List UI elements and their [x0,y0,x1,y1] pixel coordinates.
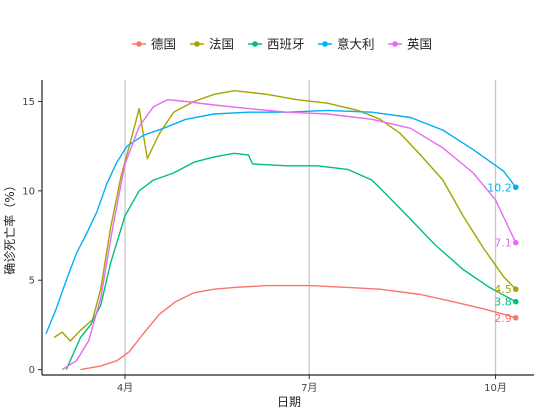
gridlines [124,80,497,375]
legend-label: 西班牙 [267,37,305,52]
y-tick-label: 5 [29,276,35,287]
series-line [65,152,517,370]
series-end-point [512,314,519,321]
series-end-label: 10.2 [487,181,512,194]
legend-item: 德国 [132,37,176,52]
legend-key-point [136,41,142,47]
y-axis-title: 确诊死亡率（%） [2,179,17,274]
legend-label: 法国 [209,37,234,52]
series-line [45,109,517,335]
legend: 德国 法国 西班牙 意大利 英国 [132,37,432,52]
series-end-label: 4.5 [494,283,512,296]
series-lines [45,90,517,371]
legend-key-point [252,41,258,47]
series-end-point [512,286,519,292]
y-tick-label: 10 [22,186,35,197]
series-end-label: 2.9 [494,312,512,325]
series-line [53,90,517,342]
end-labels: 2.9 4.53.8 10.2 7.1 [487,181,512,325]
y-tick-label: 15 [22,97,35,108]
series-end-label: 7.1 [494,237,512,250]
end-points [512,184,519,321]
x-tick-label: 7月 [301,382,317,394]
legend-item: 西班牙 [248,37,305,52]
x-axis-title: 日期 [277,395,301,409]
legend-label: 英国 [407,37,432,52]
legend-label: 德国 [151,37,176,52]
legend-item: 英国 [388,37,432,52]
series-end-point [512,239,519,246]
series-line [61,99,517,371]
y-tick-label: 0 [29,365,35,376]
x-tick-label: 4月 [117,382,133,394]
series-end-point [512,298,519,305]
legend-key-point [392,41,398,47]
series-end-label: 3.8 [494,296,512,309]
legend-key-point [322,41,328,47]
legend-item: 意大利 [318,37,375,52]
legend-item: 法国 [190,37,234,52]
x-tick-label: 10月 [484,382,507,394]
axes: 4月 7月 10月 0 5 10 15 [22,80,534,394]
legend-key-point [194,41,200,47]
series-line [80,284,516,371]
series-end-point [512,184,519,191]
legend-label: 意大利 [337,37,375,52]
